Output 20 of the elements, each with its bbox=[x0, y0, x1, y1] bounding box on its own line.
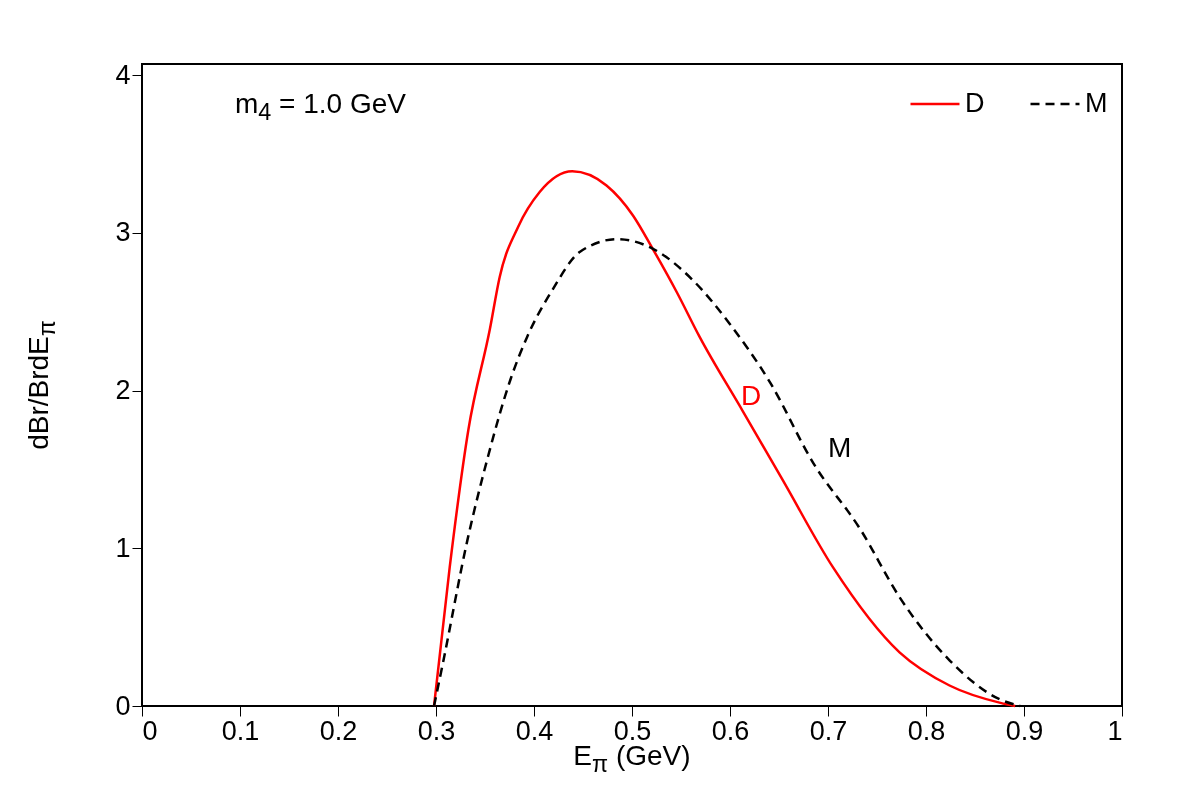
x-tick-label: 0.3 bbox=[417, 715, 456, 746]
y-tick-label: 3 bbox=[115, 217, 131, 248]
y-tick-label: 2 bbox=[115, 375, 131, 406]
y-tick-label: 1 bbox=[115, 532, 131, 563]
y-tick-label: 4 bbox=[115, 59, 131, 90]
y-tick-label: 0 bbox=[115, 690, 131, 721]
x-tick-label: 1 bbox=[1107, 715, 1123, 746]
x-tick-label: 0.4 bbox=[515, 715, 554, 746]
annotation: m$_{4}$ = 1.0 GeV bbox=[235, 88, 406, 126]
annotation: M bbox=[828, 432, 852, 464]
x-tick-label: 0.1 bbox=[221, 715, 260, 746]
x-tick-label: 0.7 bbox=[809, 715, 848, 746]
legend-label: D bbox=[965, 88, 985, 118]
x-tick-label: 0.6 bbox=[711, 715, 750, 746]
x-tick-label: 0.8 bbox=[907, 715, 946, 746]
legend-label: M bbox=[1085, 88, 1108, 118]
x-tick-label: 0.9 bbox=[1005, 715, 1044, 746]
x-tick-label: 0 bbox=[142, 715, 158, 746]
annotation: D bbox=[741, 380, 762, 412]
x-tick-label: 0.2 bbox=[319, 715, 358, 746]
